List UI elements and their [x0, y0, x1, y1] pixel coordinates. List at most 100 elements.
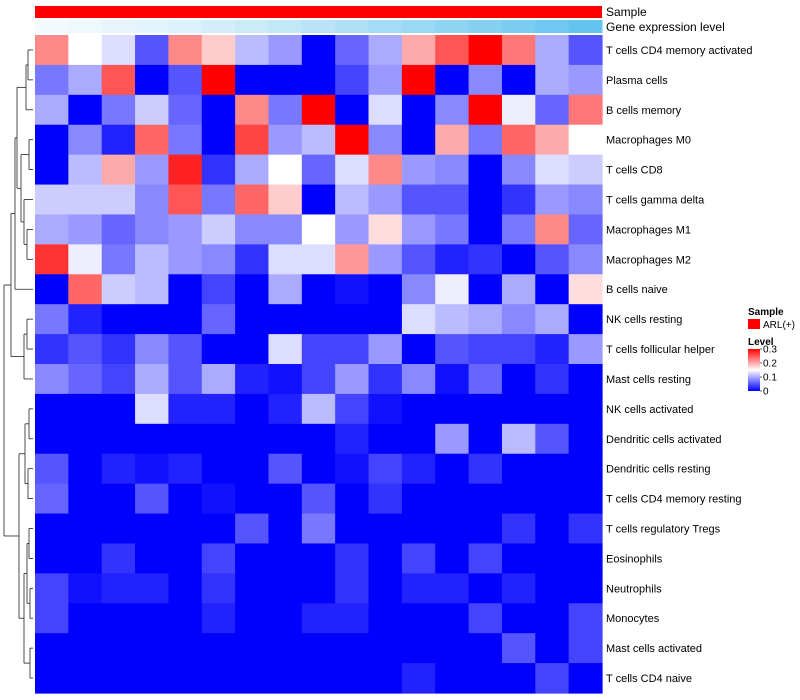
heatmap-cell: [535, 513, 570, 545]
heatmap-cell: [535, 633, 570, 664]
heatmap-cell: [101, 274, 136, 305]
heatmap-cell: [268, 214, 303, 245]
heatmap-cells: [35, 35, 603, 694]
heatmap-cell: [301, 94, 336, 126]
heatmap-cell: [168, 393, 203, 425]
sample-annotation-label: Sample: [606, 5, 647, 19]
heatmap-cell: [101, 603, 136, 634]
heatmap-cell: [101, 184, 136, 216]
heatmap-cell: [368, 453, 403, 485]
heatmap-cell: [301, 274, 336, 305]
heatmap-cell: [168, 513, 203, 545]
heatmap-cell: [501, 244, 536, 275]
heatmap-cell: [435, 64, 470, 96]
heatmap-cell: [135, 423, 170, 455]
heatmap-cell: [268, 663, 303, 694]
heatmap-cell: [68, 184, 103, 216]
row-label: Neutrophils: [606, 583, 662, 595]
heatmap-cell: [235, 214, 270, 245]
heatmap-cell: [568, 543, 603, 574]
heatmap-cell: [501, 573, 536, 604]
heatmap-cell: [268, 573, 303, 604]
heatmap-cell: [335, 483, 370, 515]
heatmap-cell: [301, 154, 336, 186]
heatmap-cell: [101, 304, 136, 335]
heatmap-cell: [35, 364, 69, 395]
heatmap-cell: [168, 94, 203, 126]
heatmap-cell: [535, 64, 570, 96]
heatmap-cell: [201, 483, 236, 515]
heatmap-cell: [68, 543, 103, 574]
expression-annotation-cell: [101, 20, 136, 33]
heatmap-cell: [168, 423, 203, 455]
heatmap-cell: [435, 124, 470, 156]
heatmap-cell: [135, 633, 170, 664]
heatmap-cell: [201, 274, 236, 305]
heatmap-cell: [301, 573, 336, 604]
heatmap-cell: [335, 543, 370, 574]
heatmap-cell: [368, 423, 403, 455]
heatmap-cell: [368, 364, 403, 395]
heatmap-cell: [301, 214, 336, 245]
heatmap-cell: [468, 334, 503, 365]
heatmap-cell: [268, 513, 303, 545]
heatmap-cell: [401, 35, 436, 66]
heatmap-cell: [568, 453, 603, 485]
heatmap-cell: [401, 633, 436, 664]
heatmap-cell: [101, 453, 136, 485]
row-label: T cells CD4 naive: [606, 673, 692, 685]
heatmap-cell: [235, 393, 270, 425]
heatmap-cell: [68, 573, 103, 604]
legend-sample-entry: ARL(+): [763, 320, 795, 331]
heatmap-cell: [568, 304, 603, 335]
heatmap-cell: [135, 543, 170, 574]
heatmap-cell: [35, 244, 69, 275]
heatmap-cell: [468, 483, 503, 515]
heatmap-cell: [568, 663, 603, 694]
heatmap-cell: [368, 214, 403, 245]
heatmap-cell: [468, 94, 503, 126]
heatmap-cell: [468, 573, 503, 604]
heatmap-cell: [35, 274, 69, 305]
heatmap-cell: [335, 274, 370, 305]
heatmap-cell: [368, 573, 403, 604]
heatmap-cell: [301, 423, 336, 455]
heatmap-cell: [335, 393, 370, 425]
legend-tick-label: 0.1: [763, 373, 777, 384]
heatmap-cell: [101, 364, 136, 395]
heatmap-cell: [335, 214, 370, 245]
heatmap-cell: [301, 35, 336, 66]
heatmap-cell: [68, 393, 103, 425]
heatmap-cell: [68, 304, 103, 335]
heatmap-cell: [501, 543, 536, 574]
heatmap-cell: [535, 124, 570, 156]
heatmap-cell: [168, 663, 203, 694]
heatmap-cell: [168, 124, 203, 156]
heatmap-cell: [235, 35, 270, 66]
heatmap-cell: [68, 334, 103, 365]
heatmap-cell: [368, 603, 403, 634]
heatmap-cell: [335, 304, 370, 335]
heatmap-cell: [368, 633, 403, 664]
heatmap-cell: [68, 603, 103, 634]
heatmap-cell: [135, 393, 170, 425]
heatmap-cell: [501, 633, 536, 664]
heatmap-cell: [68, 453, 103, 485]
row-label: Mast cells resting: [606, 374, 691, 386]
heatmap-cell: [201, 453, 236, 485]
heatmap-cell: [101, 244, 136, 275]
sample-annotation-bar: [35, 6, 602, 18]
heatmap-cell: [301, 184, 336, 216]
heatmap-cell: [401, 453, 436, 485]
heatmap-cell: [201, 64, 236, 96]
heatmap-cell: [135, 513, 170, 545]
heatmap-cell: [501, 304, 536, 335]
expression-annotation-cell: [301, 20, 336, 33]
heatmap-cell: [235, 184, 270, 216]
heatmap-cell: [68, 364, 103, 395]
heatmap-cell: [568, 64, 603, 96]
heatmap-cell: [135, 603, 170, 634]
heatmap-cell: [301, 663, 336, 694]
heatmap-cell: [201, 663, 236, 694]
heatmap-cell: [168, 304, 203, 335]
